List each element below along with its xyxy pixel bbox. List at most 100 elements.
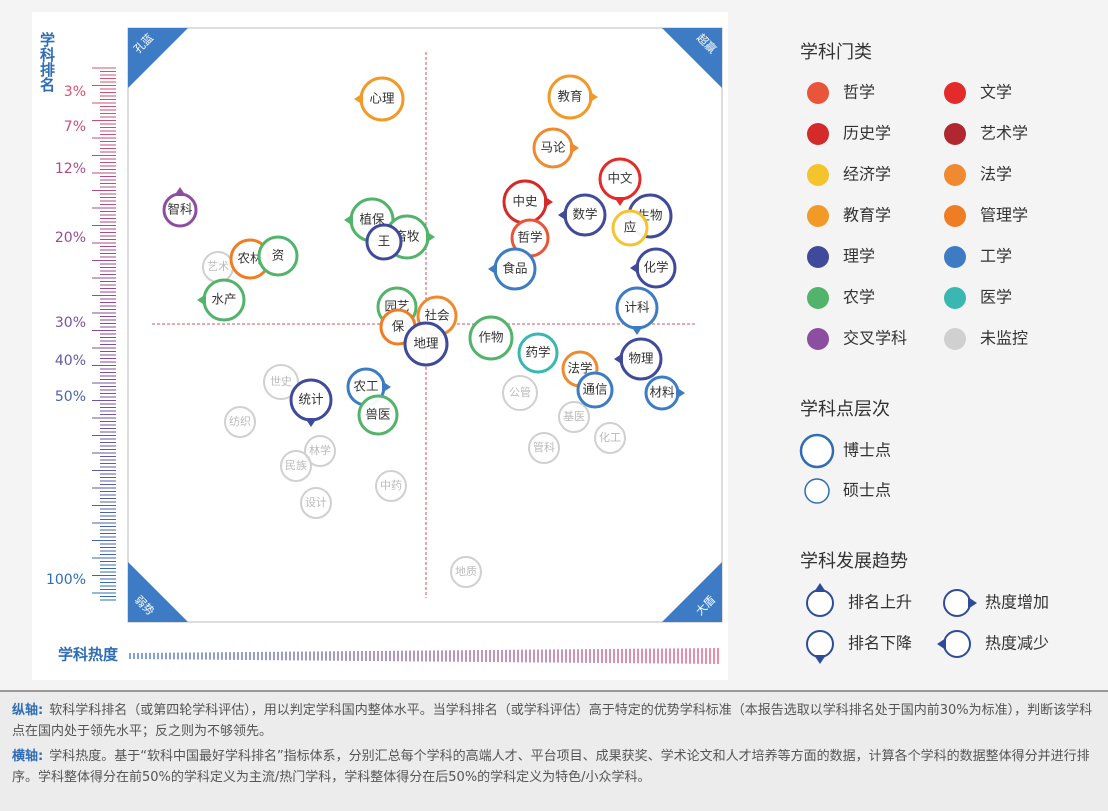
level-label: 硕士点 <box>843 481 891 500</box>
subject-label: 化学 <box>643 260 668 275</box>
corner <box>128 28 188 88</box>
legend-swatch <box>807 287 829 309</box>
subject-label: 法学 <box>567 361 592 376</box>
legend-label: 交叉学科 <box>843 329 907 348</box>
legend-label: 历史学 <box>843 124 891 143</box>
subject-node <box>611 209 649 247</box>
node-trend <box>614 353 623 365</box>
subject-label: 公管 <box>509 385 531 399</box>
node-trend <box>305 418 317 427</box>
trend-label: 热度增加 <box>985 593 1049 612</box>
legend-swatch <box>807 82 829 104</box>
note: 纵轴: 软科学科排名（或第四轮学科评估），用以判定学科国内整体水平。当学科排名（或… <box>12 700 1096 742</box>
node-trend <box>570 142 579 154</box>
legend-label: 教育学 <box>843 206 891 225</box>
subject-label: 计科 <box>624 300 650 315</box>
subject-label: 哲学 <box>517 230 542 245</box>
corner <box>128 562 188 622</box>
y-tick-label: 12% <box>55 161 86 177</box>
subject-label: 农工 <box>353 379 378 394</box>
trend-arrow <box>968 597 977 609</box>
legend-label: 哲学 <box>843 83 875 102</box>
subject-label: 纺织 <box>229 414 251 428</box>
legend-label: 理学 <box>843 247 875 266</box>
subject-node <box>300 487 332 519</box>
subject-label: 通信 <box>582 382 607 397</box>
subject-label: 管科 <box>533 440 555 454</box>
subject-label: 基医 <box>563 410 585 423</box>
subject-label: 化工 <box>599 430 621 444</box>
trend-arrow <box>814 583 826 592</box>
legend-label: 医学 <box>980 288 1012 307</box>
legend-swatch <box>944 82 966 104</box>
subject-node <box>224 406 256 438</box>
node-trend <box>589 91 598 103</box>
node-trend <box>197 294 206 306</box>
level-swatch <box>799 433 835 469</box>
notes: 纵轴: 软科学科排名（或第四轮学科评估），用以判定学科国内整体水平。当学科排名（或… <box>0 690 1108 811</box>
node-trend <box>676 387 685 399</box>
y-tick-label: 30% <box>55 315 86 331</box>
y-tick-label: 7% <box>64 119 86 135</box>
subject-node <box>304 435 336 467</box>
subject-node <box>450 556 482 588</box>
trend-swatch <box>806 589 834 617</box>
node-trend <box>488 263 497 275</box>
legend-swatch <box>807 328 829 350</box>
note-label: 纵轴: <box>12 703 44 718</box>
node-trend <box>544 196 553 208</box>
node-trend <box>614 197 626 206</box>
subject-label: 马论 <box>540 140 566 155</box>
subject-label: 兽医 <box>365 407 390 422</box>
corner <box>662 562 722 622</box>
trends-title: 学科发展趋势 <box>800 551 908 572</box>
subject-label: 艺术 <box>207 260 229 273</box>
subject-node <box>558 401 590 433</box>
subject-node <box>375 470 407 502</box>
trend-swatch <box>943 630 971 658</box>
subject-label: 教育 <box>557 89 582 104</box>
legend-label: 艺术学 <box>980 124 1028 143</box>
node-trend <box>631 326 643 335</box>
subject-node <box>403 321 449 367</box>
infographic: 学科排名 学科热度 学科门类 学科点层次 学科发展趋势 3% 7% 12% 20% 30… <box>32 12 1049 680</box>
legend-swatch <box>944 328 966 350</box>
trend-label: 热度减少 <box>985 634 1049 653</box>
trend-swatch <box>806 630 834 658</box>
legend-swatch <box>807 246 829 268</box>
corner <box>662 28 722 88</box>
levels-title: 学科点层次 <box>800 399 890 420</box>
node-trend <box>558 209 567 221</box>
subject-node <box>263 364 299 400</box>
subject-label: 林学 <box>309 443 331 457</box>
subject-label: 植保 <box>359 212 385 227</box>
subject-node <box>528 432 560 464</box>
node-trend <box>174 187 186 196</box>
legend-swatch <box>944 287 966 309</box>
node-trend <box>382 381 391 393</box>
legend-label: 农学 <box>843 288 875 307</box>
subject-label: 材料 <box>649 385 675 400</box>
subject-label: 应 <box>624 220 637 235</box>
trend-arrow <box>937 638 946 650</box>
subject-label: 统计 <box>298 392 323 407</box>
subject-label: 物理 <box>628 351 654 366</box>
trend-label: 排名下降 <box>848 634 912 653</box>
node-trend <box>344 214 353 226</box>
subject-node <box>468 315 514 361</box>
y-tick-label: 3% <box>64 84 86 100</box>
subject-node <box>357 394 399 436</box>
subject-label: 设计 <box>305 496 327 509</box>
subject-node <box>257 235 299 277</box>
subject-label: 社会 <box>424 308 450 323</box>
note-label: 横轴: <box>12 749 44 764</box>
legend-label: 未监控 <box>980 329 1028 348</box>
y-tick-label: 40% <box>55 353 86 369</box>
subject-label: 地质 <box>455 565 477 578</box>
subject-node <box>502 375 538 411</box>
node-trend <box>426 231 435 243</box>
legend-swatch <box>944 123 966 145</box>
node-trend <box>354 93 363 105</box>
y-tick-label: 100% <box>46 572 86 588</box>
